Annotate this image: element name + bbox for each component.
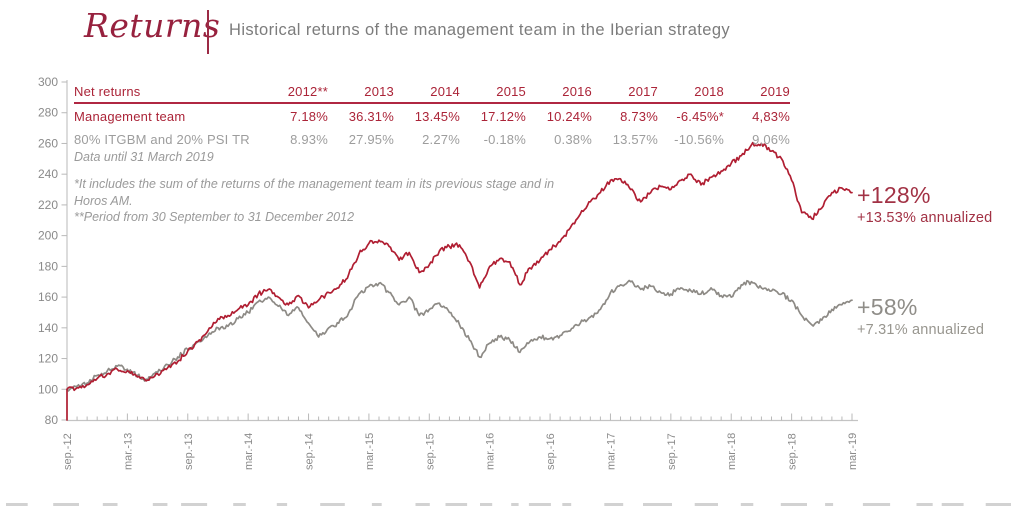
row-label: 80% ITGBM and 20% PSI TR [74, 132, 250, 147]
y-tick-label: 180 [38, 259, 58, 273]
table-cell: 2012** [287, 83, 328, 99]
cropped-text-artifact [480, 503, 493, 506]
table-row: Management team 7.18% 36.31% 13.45% 17.12% 10… [74, 106, 790, 127]
x-tick-label: mar.-16 [485, 433, 497, 470]
table-cell: 13.45% [414, 109, 460, 124]
y-tick-label: 120 [38, 352, 58, 366]
x-tick-label: mar.-18 [726, 433, 738, 470]
x-tick-label: sep.-15 [424, 433, 436, 470]
table-cell: 2.27% [422, 132, 460, 147]
cropped-text-artifact [528, 503, 551, 506]
cropped-text-artifact [941, 503, 964, 506]
net-returns-table: Net returns 2012** 2013 2014 2015 2016 2017 201… [74, 80, 790, 150]
benchmark-return-annotation: +58% +7.31% annualized [857, 294, 985, 339]
cropped-text-artifact [780, 503, 807, 506]
x-tick-label: sep.-18 [787, 433, 799, 470]
x-tick-label: sep.-13 [183, 433, 195, 470]
x-tick-label: mar.-19 [847, 433, 859, 470]
y-tick-label: 140 [38, 321, 58, 335]
x-tick-label: mar.-13 [122, 433, 134, 470]
y-tick-label: 240 [38, 167, 58, 181]
x-tick-label: sep.-16 [545, 433, 557, 470]
table-row: 80% ITGBM and 20% PSI TR 8.93% 27.95% 2.27%… [74, 129, 790, 150]
team-total-return: +128% [857, 182, 931, 208]
table-cell: 17.12% [480, 109, 526, 124]
table-cell: 36.31% [348, 109, 394, 124]
note-double-asterisk: **Period from 30 September to 31 Decembe… [74, 209, 355, 224]
cropped-text-artifact [276, 503, 288, 506]
cropped-text-artifact [53, 503, 79, 506]
page-title: Returns [84, 6, 221, 45]
cropped-text-artifact [562, 503, 572, 506]
cropped-text-artifact [643, 503, 672, 506]
x-tick-label: mar.-14 [243, 433, 255, 470]
y-tick-label: 220 [38, 198, 58, 212]
cropped-text-artifact [320, 503, 345, 506]
table-cell: 2015 [496, 83, 526, 99]
y-tick-label: 260 [38, 136, 58, 150]
y-tick-label: 100 [38, 382, 58, 396]
note-data-until: Data until 31 March 2019 [74, 150, 214, 164]
page-subtitle: Historical returns of the management tea… [229, 21, 731, 39]
row-label: Net returns [74, 83, 141, 99]
table-cell: 13.57% [612, 132, 658, 147]
cropped-text-artifact [916, 503, 933, 506]
cropped-text-artifact [233, 503, 246, 506]
y-tick-label: 200 [38, 229, 58, 243]
cropped-text-artifact [511, 503, 519, 506]
benchmark-annualized-return: +7.31% annualized [857, 322, 985, 339]
note-asterisk: *It includes the sum of the returns of t… [74, 177, 555, 208]
table-cell: 2016 [562, 83, 592, 99]
cropped-text-artifact [415, 503, 430, 506]
benchmark-line [66, 279, 853, 392]
table-cell: 10.24% [546, 109, 592, 124]
cropped-text-artifact [740, 503, 754, 506]
cropped-text-artifact [694, 503, 718, 506]
cropped-text-artifact [371, 503, 382, 506]
y-tick-label: 160 [38, 290, 58, 304]
table-cell: 8.73% [620, 109, 658, 124]
team-return-annotation: +128% +13.53% annualized [857, 182, 993, 227]
x-tick-label: sep.-12 [62, 433, 74, 470]
table-cell: 2019 [760, 83, 790, 99]
table-cell: 4,83% [752, 109, 790, 124]
chart-footnotes: Data until 31 March 2019 *It includes th… [74, 149, 579, 225]
table-cell: 2017 [628, 83, 658, 99]
table-cell: 2013 [364, 83, 394, 99]
cropped-text-artifact [152, 503, 168, 506]
table-cell: 0.38% [554, 132, 592, 147]
cropped-text-artifact [604, 503, 624, 506]
cropped-text-artifact [6, 503, 28, 506]
table-cell: 8.93% [290, 132, 328, 147]
table-cell: 27.95% [348, 132, 394, 147]
cropped-text-artifact [445, 503, 468, 506]
y-tick-label: 300 [38, 75, 58, 89]
team-annualized-return: +13.53% annualized [857, 210, 993, 227]
title-divider [207, 10, 209, 54]
table-cell: -0.18% [483, 132, 526, 147]
cropped-text-artifact [985, 503, 1011, 506]
y-tick-label: 80 [45, 413, 59, 427]
cropped-text-artifact [102, 503, 118, 506]
row-label: Management team [74, 109, 186, 124]
table-header-row: Net returns 2012** 2013 2014 2015 2016 2017 201… [74, 80, 790, 104]
management-team-line [66, 141, 853, 421]
table-cell: -6.45%* [676, 109, 724, 124]
table-cell: -10.56% [674, 132, 724, 147]
y-tick-label: 280 [38, 106, 58, 120]
cropped-text-artifact [862, 503, 891, 506]
benchmark-total-return: +58% [857, 294, 918, 320]
x-tick-label: mar.-15 [364, 433, 376, 470]
cropped-text-artifact [181, 503, 208, 506]
cropped-text-artifact [825, 503, 834, 506]
x-tick-label: mar.-17 [606, 433, 618, 470]
x-tick-label: sep.-14 [304, 433, 316, 470]
x-tick-label: sep.-17 [666, 433, 678, 470]
table-cell: 2014 [430, 83, 460, 99]
table-cell: 7.18% [290, 109, 328, 124]
table-cell: 9,06% [752, 132, 790, 147]
table-cell: 2018 [694, 83, 724, 99]
